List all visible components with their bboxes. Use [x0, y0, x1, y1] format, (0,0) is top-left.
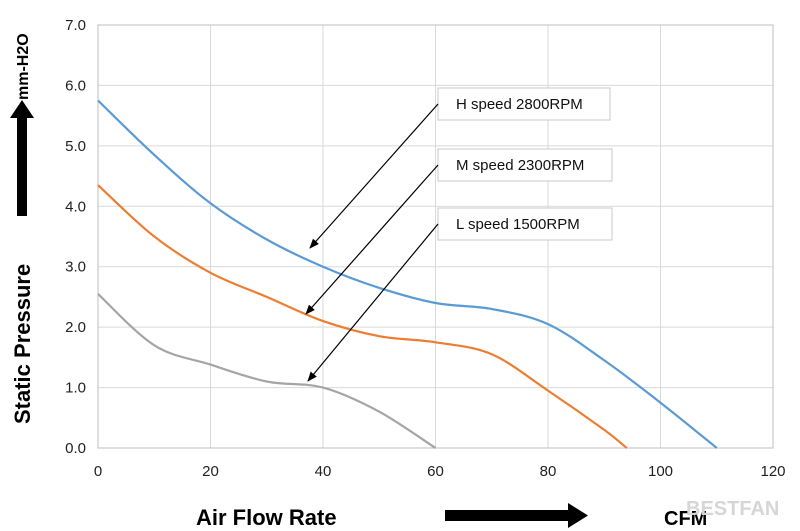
x-tick-labels: 0 20 40 60 80 100 120: [94, 463, 786, 480]
y-tick-label: 0.0: [65, 440, 86, 457]
x-tick-label: 120: [760, 463, 785, 480]
x-axis-direction-arrow-shaft: [445, 510, 570, 521]
x-tick-label: 40: [315, 463, 332, 480]
legend-label-h: H speed 2800RPM: [456, 96, 583, 113]
legend-box-h: [437, 87, 611, 121]
y-axis-title: Static Pressure: [10, 264, 35, 424]
y-tick-labels: 0.0 1.0 2.0 3.0 4.0 5.0 6.0 7.0: [65, 17, 86, 457]
y-tick-label: 6.0: [65, 77, 86, 94]
y-tick-label: 2.0: [65, 319, 86, 336]
y-axis-direction-arrow-shaft: [17, 116, 27, 216]
x-tick-label: 100: [648, 463, 673, 480]
legend-arrow-m: [305, 164, 439, 315]
y-axis-direction-arrow-head: [10, 100, 34, 118]
y-tick-label: 5.0: [65, 138, 86, 155]
y-tick-label: 1.0: [65, 380, 86, 397]
legend-arrow-l: [307, 223, 439, 382]
legend-callout-l: L speed 1500RPM: [307, 207, 613, 382]
watermark-text: BESTFAN: [686, 498, 779, 520]
legend-box-l: [437, 207, 613, 241]
legend-callout-m: M speed 2300RPM: [305, 148, 613, 315]
series-line-m-speed: [97, 184, 628, 449]
x-tick-label: 20: [202, 463, 219, 480]
legend-box-m: [437, 148, 613, 182]
x-axis-title: Air Flow Rate: [196, 505, 337, 530]
brand-watermark-logo: BESTFAN: [686, 498, 779, 520]
y-tick-label: 3.0: [65, 259, 86, 276]
y-axis-unit: mm-H2O: [15, 33, 32, 100]
legend-label-l: L speed 1500RPM: [456, 216, 580, 233]
x-axis-unit: CFM: [664, 508, 707, 530]
y-tick-label: 4.0: [65, 198, 86, 215]
x-tick-label: 80: [540, 463, 557, 480]
grid-lines: [97, 24, 774, 449]
series-line-h-speed: [97, 99, 718, 449]
legend-callout-h: H speed 2800RPM: [309, 87, 611, 249]
x-axis-direction-arrow-head: [568, 503, 588, 528]
x-tick-label: 60: [427, 463, 444, 480]
series-lines: [97, 99, 718, 449]
legend-label-m: M speed 2300RPM: [456, 157, 584, 174]
y-tick-label: 7.0: [65, 17, 86, 34]
y-axis-title-group: Static Pressure mm-H2O: [10, 33, 35, 424]
legend-arrow-h: [309, 103, 439, 249]
x-axis-title-group: Air Flow Rate CFM: [196, 503, 707, 530]
series-line-l-speed: [97, 293, 437, 449]
x-tick-label: 0: [94, 463, 102, 480]
